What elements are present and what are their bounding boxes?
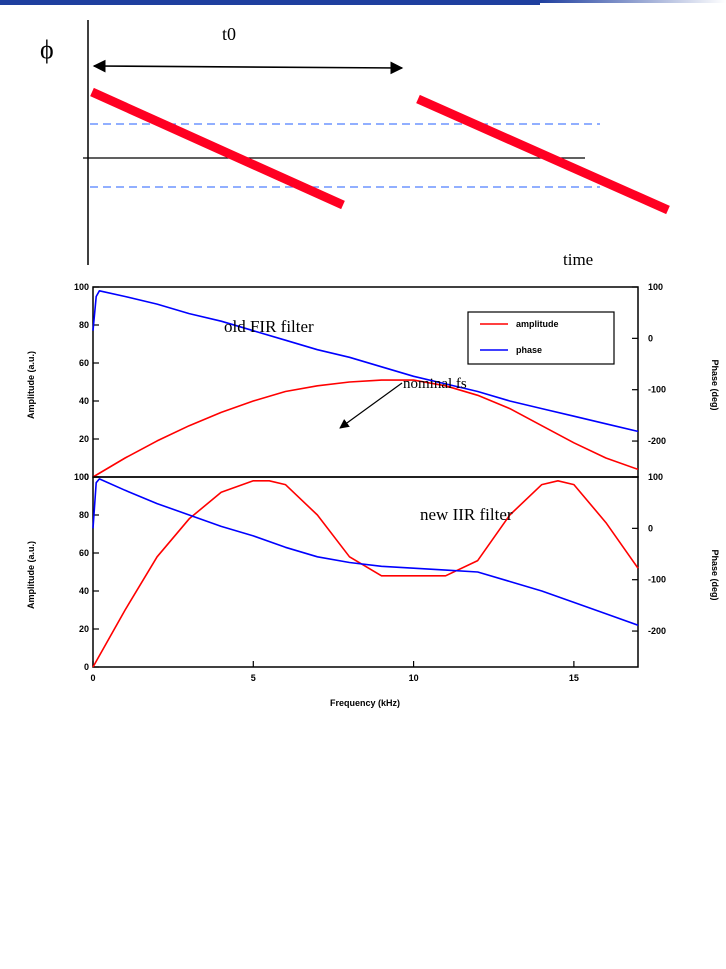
header-bar [0, 0, 540, 5]
time-label: time [563, 250, 593, 269]
phase-ramp-2 [416, 94, 670, 215]
y-axis-label: Amplitude (a.u.) [26, 541, 36, 609]
y2-tick-label: 100 [648, 472, 663, 482]
y-ticks-left: 0 20 40 60 80 100 [74, 472, 99, 672]
series-phase-line [92, 478, 639, 626]
x-axis-label: Frequency (kHz) [330, 698, 400, 708]
y2-tick-label: -100 [648, 385, 666, 395]
t0-arrow [92, 59, 404, 75]
phi-label: ϕ [40, 35, 54, 64]
y-tick-label: 80 [79, 320, 89, 330]
y-tick-label: 60 [79, 358, 89, 368]
y2-tick-label: -100 [648, 575, 666, 585]
series-phase-line [92, 289, 639, 433]
series-lines [92, 289, 639, 478]
y-tick-label: 40 [79, 396, 89, 406]
y-ticks-right: -200 -100 0 100 [632, 282, 666, 446]
series-amplitude-line [92, 479, 639, 668]
y-tick-label: 20 [79, 434, 89, 444]
x-tick-label: 5 [251, 673, 256, 683]
annotation-text: nominal fs [403, 376, 467, 392]
y2-tick-label: 100 [648, 282, 663, 292]
x-tick-label: 15 [569, 673, 579, 683]
y-tick-label: 60 [79, 548, 89, 558]
annotation-arrow [339, 382, 403, 429]
y-tick-label: 100 [74, 472, 89, 482]
header-bar-fade [540, 0, 726, 3]
y-axis-label: Amplitude (a.u.) [26, 351, 36, 419]
y2-tick-label: -200 [648, 436, 666, 446]
y-ticks-right: -200 -100 0 100 [632, 472, 666, 636]
y2-axis-label: Phase (deg) [710, 549, 720, 600]
phase-ramp-1 [90, 87, 345, 210]
legend-box [467, 311, 615, 365]
y2-tick-label: 0 [648, 333, 653, 343]
legend-label-phase: phase [516, 345, 542, 355]
x-tick-label: 10 [409, 673, 419, 683]
y2-tick-label: 0 [648, 523, 653, 533]
chart-title: new IIR filter [420, 505, 513, 524]
x-ticks: 0 5 10 15 [90, 661, 579, 683]
y-tick-label: 0 [84, 472, 89, 482]
y-ticks-left: 0 20 40 60 80 100 [74, 282, 99, 482]
y-tick-label: 80 [79, 510, 89, 520]
plot-frame [92, 476, 639, 668]
x-tick-label: 0 [90, 673, 95, 683]
y-tick-label: 0 [84, 662, 89, 672]
series-amplitude-line [92, 379, 639, 478]
t0-label: t0 [222, 24, 236, 44]
y2-tick-label: -200 [648, 626, 666, 636]
y-tick-label: 40 [79, 586, 89, 596]
legend: amplitude phase [467, 311, 615, 365]
legend-label-amplitude: amplitude [516, 319, 559, 329]
chart-title: old FIR filter [224, 317, 314, 336]
y2-axis-label: Phase (deg) [710, 359, 720, 410]
y-tick-label: 20 [79, 624, 89, 634]
timing-diagram: ϕ t0 time [40, 20, 670, 269]
y-tick-label: 100 [74, 282, 89, 292]
series-lines [92, 478, 639, 668]
